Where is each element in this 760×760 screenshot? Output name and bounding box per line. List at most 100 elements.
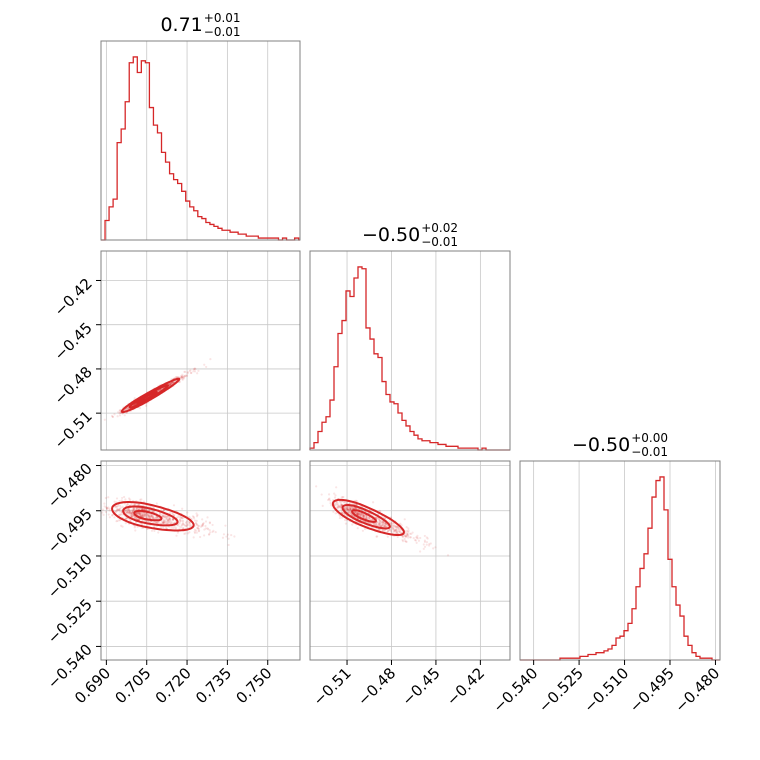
sample-point <box>123 414 126 417</box>
sample-point <box>116 505 120 508</box>
sample-point <box>401 540 405 543</box>
sample-point <box>165 518 168 521</box>
x-tick-label: 0.750 <box>232 664 275 707</box>
x-tick-label: 0.720 <box>152 664 195 707</box>
sample-point <box>381 524 385 527</box>
sample-point <box>144 512 147 516</box>
sample-point <box>131 513 134 516</box>
axis-frame <box>309 250 511 451</box>
sample-point <box>362 515 366 518</box>
sample-point <box>110 414 114 417</box>
sample-point <box>169 383 172 386</box>
sample-point <box>233 535 236 538</box>
sample-point <box>172 518 175 521</box>
sample-point <box>357 511 360 515</box>
sample-point <box>344 514 347 517</box>
sample-point <box>149 520 152 524</box>
sample-point <box>405 540 408 543</box>
sample-point <box>362 513 365 517</box>
sample-point <box>145 520 149 523</box>
sample-point <box>168 516 171 520</box>
sample-point <box>361 513 365 516</box>
sample-point <box>186 371 189 374</box>
sample-point <box>197 527 200 531</box>
sample-point <box>148 509 151 512</box>
sample-point <box>380 524 383 527</box>
sample-point <box>137 518 140 521</box>
sample-point <box>182 377 186 380</box>
sample-point <box>379 519 382 523</box>
sample-point <box>197 529 201 532</box>
sample-point <box>355 507 358 510</box>
sample-point <box>419 536 422 540</box>
sample-point <box>141 514 144 517</box>
sample-point <box>98 514 100 516</box>
sample-point <box>227 543 230 547</box>
sample-point <box>118 510 121 513</box>
sample-point <box>118 414 122 417</box>
sample-point <box>133 516 136 519</box>
sample-point <box>336 506 339 509</box>
sample-point <box>138 512 141 515</box>
sample-point <box>139 513 142 517</box>
sample-point <box>182 376 185 379</box>
sample-point <box>188 522 192 525</box>
sample-point <box>347 507 350 511</box>
sample-point <box>366 515 369 518</box>
param-title-value: −0.50 <box>362 224 420 246</box>
sample-point <box>417 539 421 542</box>
sample-point <box>133 397 136 400</box>
sample-point <box>127 510 130 513</box>
sample-point <box>380 521 383 525</box>
sample-point <box>137 512 141 515</box>
sample-point <box>126 406 130 409</box>
sample-point <box>178 525 181 528</box>
sample-point <box>173 521 176 524</box>
sample-point <box>162 521 166 524</box>
sample-point <box>353 506 357 510</box>
sample-point <box>204 520 208 523</box>
sample-point <box>337 506 340 510</box>
histogram-panel-1: −0.50 +0.02−0.01 <box>309 221 511 451</box>
sample-point <box>354 499 358 502</box>
sample-point <box>148 509 151 512</box>
sample-point <box>351 523 354 526</box>
y-tick-label: −0.525 <box>44 595 96 647</box>
sample-point <box>141 507 144 510</box>
sample-point <box>124 521 127 525</box>
sample-point <box>182 516 185 520</box>
sample-point <box>375 535 378 538</box>
sample-point <box>397 527 400 530</box>
sample-point <box>168 383 171 386</box>
sample-point <box>373 523 376 526</box>
sample-point <box>172 504 176 507</box>
sample-point <box>116 415 119 418</box>
sample-point <box>221 536 225 539</box>
sample-point <box>382 521 385 524</box>
sample-point <box>171 381 174 384</box>
sample-point <box>121 412 124 415</box>
sample-point <box>381 520 385 523</box>
sample-point <box>392 530 395 533</box>
sample-point <box>104 510 108 514</box>
sample-point <box>401 538 404 542</box>
sample-point <box>416 534 419 537</box>
sample-point <box>397 528 400 531</box>
sample-point <box>175 526 178 530</box>
sample-point <box>179 374 183 378</box>
sample-point <box>131 512 134 515</box>
sample-point <box>340 511 343 514</box>
sample-point <box>203 534 206 537</box>
sample-point <box>350 514 354 517</box>
sample-point <box>377 524 380 527</box>
sample-point <box>85 501 87 503</box>
sample-point <box>161 514 165 517</box>
sample-point <box>321 504 324 507</box>
sample-point <box>398 530 401 533</box>
sample-point <box>125 510 129 513</box>
sample-point <box>381 529 385 532</box>
sample-point <box>113 500 116 503</box>
sample-point <box>149 505 152 508</box>
sample-point <box>184 374 187 377</box>
sample-point <box>348 506 351 509</box>
